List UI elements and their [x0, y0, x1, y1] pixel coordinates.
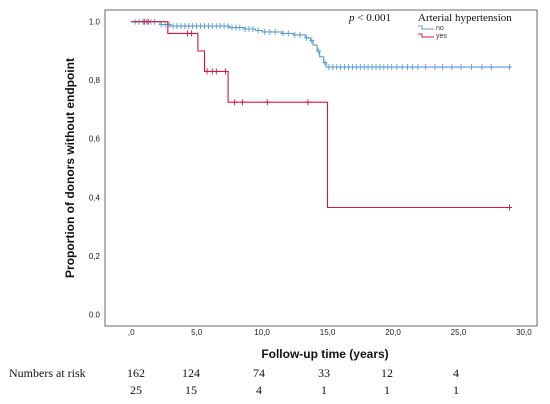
censor-mark-no — [394, 64, 400, 71]
numbers-at-risk-table: 162 124 74 33 12 425 15 4 1 1 1 — [127, 366, 459, 397]
risk-count-no: 4 — [453, 366, 459, 380]
risk-count-no: 124 — [182, 366, 200, 380]
censor-mark-yes — [213, 68, 219, 75]
legend-swatch-yes — [418, 33, 434, 38]
p-value-label: p < 0.001 — [348, 12, 391, 24]
legend-swatch-no — [418, 25, 434, 30]
censor-mark-no — [423, 64, 429, 71]
legend-label-no: no — [436, 25, 444, 32]
censor-mark-no — [488, 64, 494, 71]
risk-count-no: 33 — [318, 366, 330, 380]
censor-mark-no — [404, 64, 410, 71]
curve-yes — [131, 21, 511, 209]
censor-mark-no — [280, 30, 286, 37]
censor-mark-no — [285, 30, 291, 37]
censor-mark-yes — [145, 18, 151, 25]
risk-count-yes: 25 — [130, 383, 142, 397]
censor-mark-no — [250, 26, 256, 32]
censor-mark-no — [304, 34, 310, 41]
y-tick-label: 1.0 — [89, 18, 101, 27]
risk-count-no: 74 — [253, 366, 265, 380]
censor-mark-yes — [222, 68, 228, 75]
risk-count-yes: 1 — [384, 383, 390, 397]
censor-mark-no — [432, 64, 438, 71]
censor-mark-no — [479, 64, 485, 71]
censor-mark-yes — [240, 99, 245, 106]
x-tick-label: 25,0 — [451, 328, 467, 337]
numbers-at-risk-label: Numbers at risk — [9, 366, 86, 380]
survival-curves — [131, 18, 512, 211]
censor-mark-no — [225, 23, 231, 30]
risk-count-no: 12 — [381, 366, 393, 380]
y-tick-label: 0,6 — [89, 135, 101, 144]
y-tick-label: 0,8 — [89, 76, 101, 85]
x-tick-label: 15,0 — [320, 328, 336, 337]
x-tick-label: 30,0 — [516, 328, 532, 337]
x-tick-label: 5,0 — [191, 328, 203, 337]
risk-count-yes: 1 — [321, 383, 327, 397]
y-tick-labels: 0.0 0,2 0,4 0,6 0,8 1.0 — [89, 18, 101, 320]
censor-mark-no — [458, 64, 464, 71]
censor-mark-no — [309, 37, 315, 44]
x-tick-label: 20,0 — [385, 328, 401, 337]
censor-mark-yes — [507, 204, 512, 211]
censor-mark-yes — [232, 99, 238, 106]
censor-mark-no — [410, 64, 416, 71]
censor-mark-no — [440, 64, 446, 71]
censor-mark-no — [449, 64, 455, 71]
x-tick-label: 10,0 — [254, 328, 270, 337]
censor-mark-no — [272, 28, 278, 35]
censor-mark-yes — [204, 68, 210, 75]
censor-mark-no — [292, 31, 298, 38]
y-tick-label: 0,4 — [89, 193, 101, 202]
y-tick-label: 0.0 — [89, 310, 101, 319]
p-value-rest: < 0.001 — [355, 12, 391, 24]
censor-mark-no — [237, 24, 243, 31]
risk-count-yes: 15 — [185, 383, 197, 397]
censor-mark-no — [315, 48, 321, 54]
legend-title: Arterial hypertension — [418, 12, 512, 24]
censor-mark-yes — [305, 99, 311, 106]
censor-mark-yes — [264, 99, 270, 106]
plot-area — [104, 9, 538, 327]
x-tick-labels: ,0 5,0 10,0 15,0 20,0 25,0 30,0 — [128, 328, 532, 337]
risk-count-no: 162 — [127, 366, 145, 380]
censor-mark-no — [389, 64, 395, 71]
censor-mark-yes — [188, 30, 194, 37]
censor-mark-no — [507, 64, 512, 71]
risk-count-yes: 4 — [256, 383, 262, 397]
censor-mark-no — [262, 28, 268, 35]
legend-label-yes: yes — [436, 33, 447, 40]
risk-count-yes: 1 — [453, 383, 459, 397]
p-value-symbol: p — [348, 12, 355, 24]
y-tick-label: 0,2 — [89, 252, 101, 261]
censor-mark-no — [399, 64, 405, 71]
x-tick-label: ,0 — [128, 328, 135, 337]
y-axis-title: Proportion of donors without endpoint — [63, 58, 77, 278]
censor-mark-no — [267, 28, 273, 35]
censor-mark-no — [469, 64, 474, 71]
censor-mark-no — [415, 64, 421, 71]
censor-mark-no — [297, 31, 303, 38]
x-axis-title: Follow-up time (years) — [261, 347, 388, 361]
censor-mark-no — [255, 27, 261, 34]
censor-mark-no — [322, 59, 328, 66]
